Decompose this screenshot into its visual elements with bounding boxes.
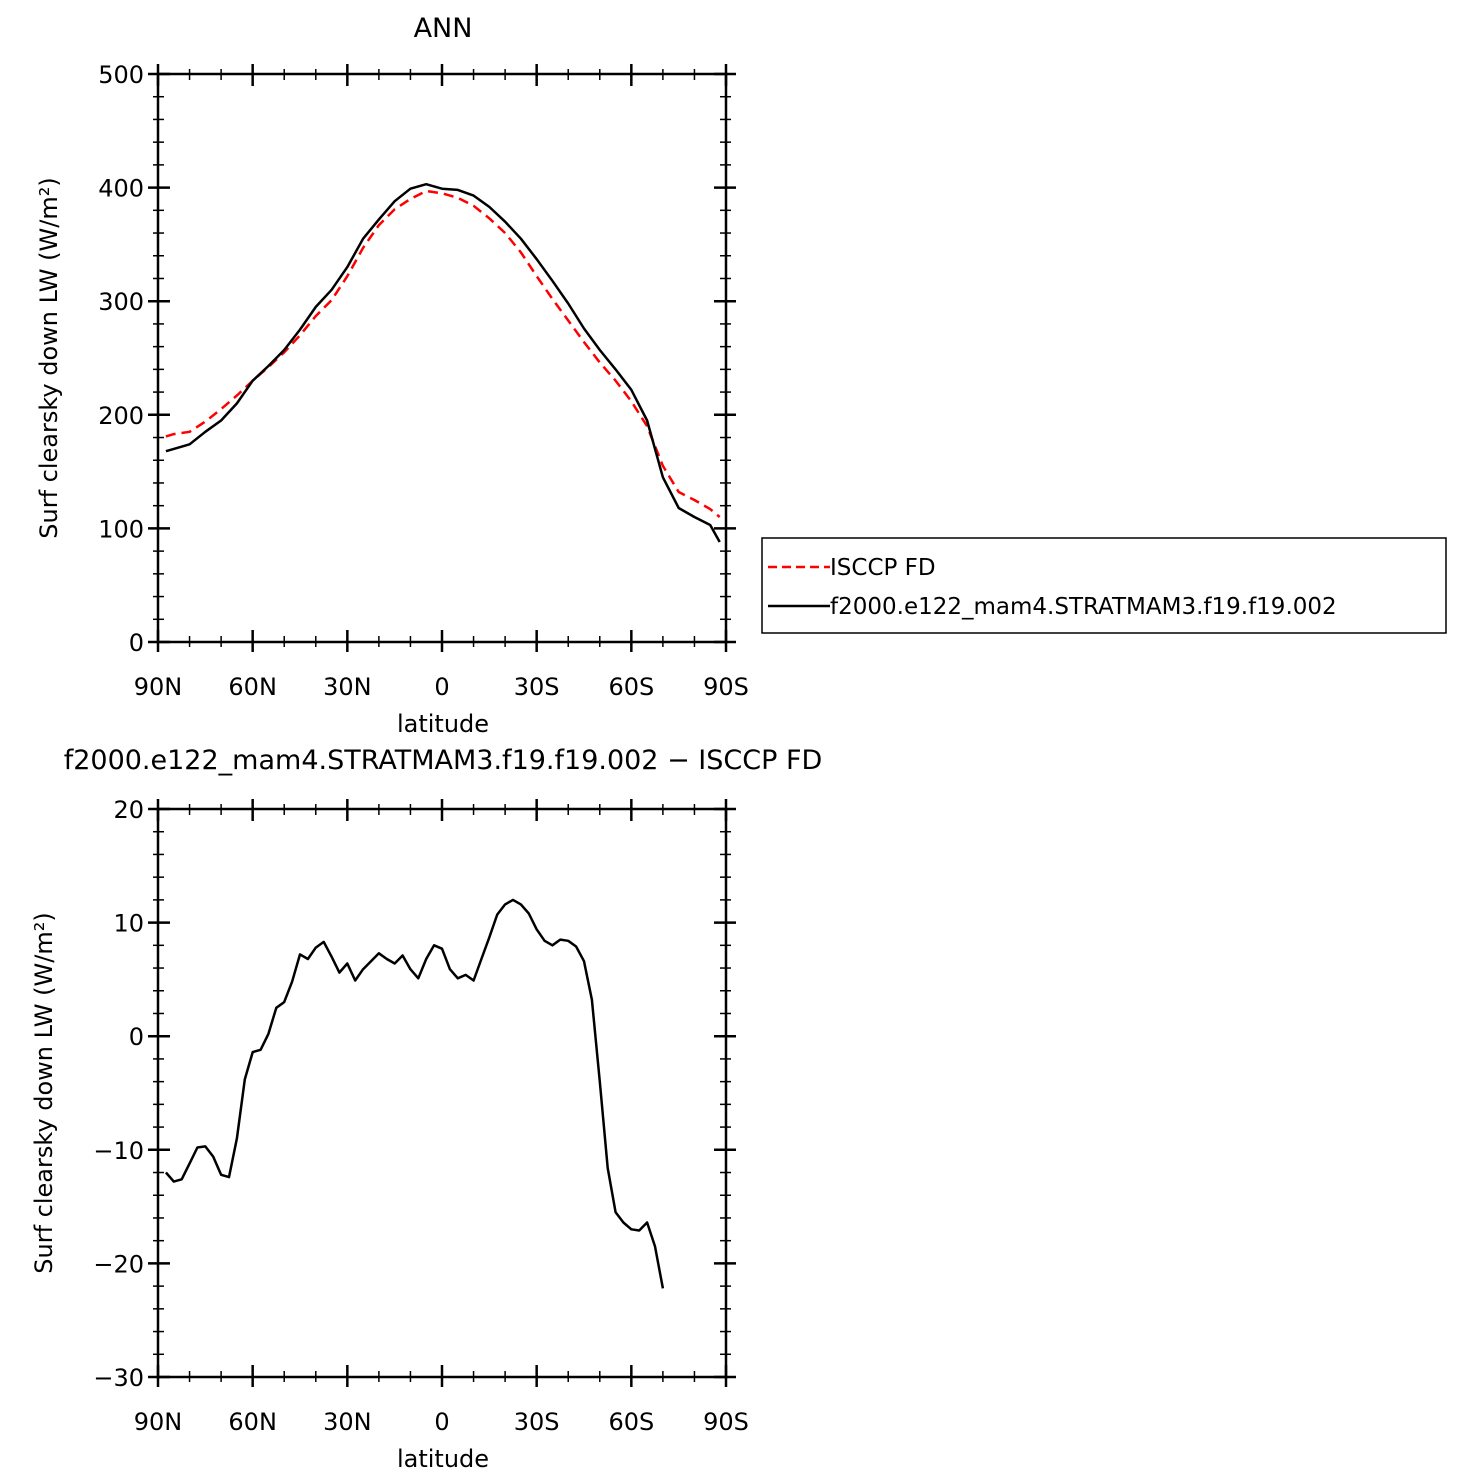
- bottom-y-tick-label: 0: [129, 1023, 144, 1051]
- top-x-tick-label: 0: [434, 673, 449, 701]
- bottom-x-axis-label: latitude: [397, 1445, 489, 1473]
- legend-label-model: f2000.e122_mam4.STRATMAM3.f19.f19.002: [830, 594, 1337, 620]
- bottom-x-tick-label: 30N: [323, 1408, 372, 1436]
- bottom-y-tick-labels: −30 −20 −10 0 10 20: [93, 796, 144, 1392]
- top-y-tick-label: 200: [98, 402, 144, 430]
- top-x-axis-label: latitude: [397, 710, 489, 738]
- bottom-y-tick-label: −20: [93, 1250, 144, 1278]
- top-plot-frame: [156, 72, 728, 644]
- top-x-tick-label: 90S: [703, 673, 749, 701]
- bottom-y-tick-label: −10: [93, 1137, 144, 1165]
- bottom-y-tick-label: 10: [113, 910, 144, 938]
- top-x-tick-label: 30S: [514, 673, 560, 701]
- bottom-series-line-model: [164, 898, 665, 1289]
- top-series-line-model: [165, 182, 721, 543]
- bottom-axis-ticks: [148, 799, 736, 1387]
- top-chart-title: ANN: [414, 13, 473, 44]
- bottom-x-tick-label: 60N: [228, 1408, 277, 1436]
- bottom-y-tick-label: 20: [113, 796, 144, 824]
- legend: ISCCP FD f2000.e122_mam4.STRATMAM3.f19.f…: [761, 537, 1447, 634]
- bottom-y-axis-label: Surf clearsky down LW (W/m²): [30, 912, 58, 1273]
- bottom-x-tick-label: 30S: [514, 1408, 560, 1436]
- top-y-axis-label: Surf clearsky down LW (W/m²): [35, 177, 63, 538]
- bottom-x-tick-label: 90N: [134, 1408, 183, 1436]
- top-x-tick-label: 90N: [134, 673, 183, 701]
- top-x-tick-labels: 90N 60N 30N 0 30S 60S 90S: [134, 673, 749, 701]
- top-y-tick-labels: 0 100 200 300 400 500: [98, 61, 144, 657]
- bottom-x-tick-label: 60S: [608, 1408, 654, 1436]
- top-y-tick-label: 400: [98, 175, 144, 203]
- top-y-tick-label: 0: [129, 629, 144, 657]
- bottom-series-lines: [164, 898, 665, 1289]
- top-x-tick-label: 60S: [608, 673, 654, 701]
- top-x-tick-label: 30N: [323, 673, 372, 701]
- top-y-tick-label: 300: [98, 288, 144, 316]
- top-axis-ticks: [148, 64, 736, 652]
- bottom-chart-title: f2000.e122_mam4.STRATMAM3.f19.f19.002 − …: [64, 745, 823, 776]
- top-panel: ANN 0 100 200 300 400 500 90N 60N 30N 0 30S 60S 90S…: [35, 13, 749, 738]
- bottom-panel: f2000.e122_mam4.STRATMAM3.f19.f19.002 − …: [30, 745, 822, 1473]
- bottom-x-tick-labels: 90N 60N 30N 0 30S 60S 90S: [134, 1408, 749, 1436]
- bottom-x-tick-label: 90S: [703, 1408, 749, 1436]
- top-y-tick-label: 100: [98, 515, 144, 543]
- top-series-line-isccp: [165, 189, 721, 518]
- legend-label-isccp: ISCCP FD: [830, 555, 936, 581]
- bottom-y-tick-label: −30: [93, 1364, 144, 1392]
- top-y-tick-label: 500: [98, 61, 144, 89]
- top-series-lines: [165, 182, 721, 543]
- bottom-x-tick-label: 0: [434, 1408, 449, 1436]
- legend-box: [761, 537, 1447, 634]
- top-x-tick-label: 60N: [228, 673, 277, 701]
